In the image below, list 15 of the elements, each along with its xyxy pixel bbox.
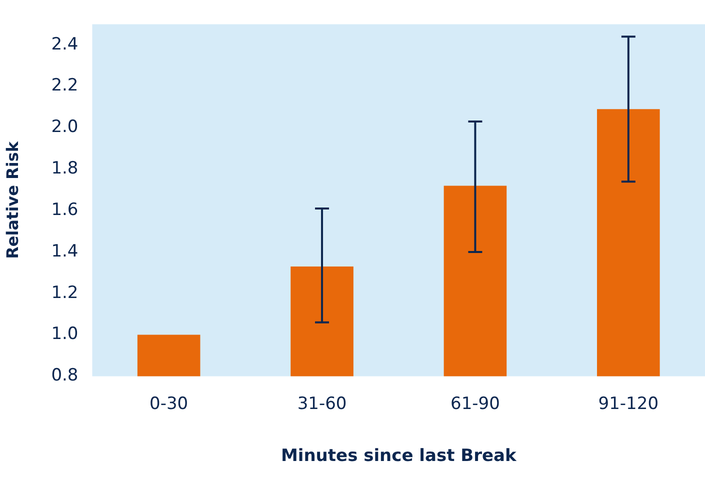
x-axis-title: Minutes since last Break xyxy=(280,446,517,466)
y-tick-label: 1.8 xyxy=(51,158,78,179)
y-tick-label: 2.2 xyxy=(51,76,78,96)
y-axis-title: Relative Risk xyxy=(2,141,22,259)
x-tick-label: 61-90 xyxy=(450,394,500,414)
y-tick-label: 1.0 xyxy=(51,324,78,344)
x-tick-label: 0-30 xyxy=(150,394,188,414)
y-tick-label: 1.2 xyxy=(51,282,78,303)
y-tick-label: 0.8 xyxy=(51,366,78,386)
y-tick-label: 1.4 xyxy=(51,241,78,262)
x-tick-label: 31-60 xyxy=(297,394,347,414)
y-tick-label: 2.4 xyxy=(51,34,78,54)
y-tick-label: 1.6 xyxy=(51,200,78,220)
x-tick-label: 91-120 xyxy=(598,394,659,414)
y-tick-label: 2.0 xyxy=(51,117,78,138)
